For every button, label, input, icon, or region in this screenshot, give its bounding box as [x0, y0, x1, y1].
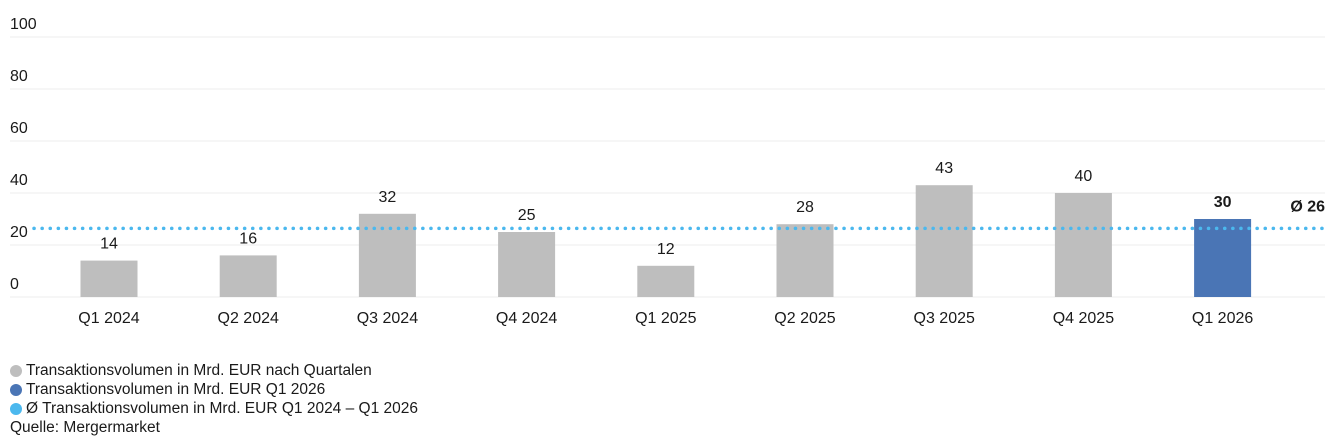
value-label: 25 [518, 207, 536, 224]
bar [776, 224, 834, 297]
legend-item-highlight: Transaktionsvolumen in Mrd. EUR Q1 2026 [10, 380, 418, 399]
value-label: 40 [1075, 168, 1093, 185]
legend-label-average: Ø Transaktionsvolumen in Mrd. EUR Q1 202… [26, 400, 419, 417]
value-label: 16 [239, 230, 257, 247]
x-tick-label: Q2 2025 [774, 310, 835, 327]
legend-swatch-gray [10, 364, 22, 377]
value-label: 12 [657, 241, 675, 258]
y-tick-label: 60 [10, 120, 28, 137]
value-label: 28 [796, 199, 814, 216]
x-tick-label: Q3 2024 [357, 310, 418, 327]
x-tick-label: Q1 2025 [635, 310, 696, 327]
bar-chart: 0 20 40 60 80 100 14 Q1 2024 16 Q2 2024 32 Q3 2024 2… [10, 16, 1327, 327]
y-tick-label: 100 [10, 16, 37, 33]
legend-label-quarterly: Transaktionsvolumen in Mrd. EUR nach Qua… [26, 362, 372, 379]
x-tick-label: Q2 2024 [218, 310, 279, 327]
bar [219, 255, 277, 297]
bar [915, 185, 973, 297]
y-tick-label: 80 [10, 68, 28, 85]
legend-item-quarterly: Transaktionsvolumen in Mrd. EUR nach Qua… [10, 361, 418, 380]
y-tick-label: 20 [10, 224, 28, 241]
bar [637, 265, 695, 297]
legend-swatch-blue [10, 383, 22, 396]
bar [358, 213, 416, 297]
x-tick-label: Q4 2024 [496, 310, 557, 327]
legend: Transaktionsvolumen in Mrd. EUR nach Qua… [10, 361, 418, 437]
average-label: Ø 26 [1290, 198, 1325, 215]
x-tick-label: Q4 2025 [1053, 310, 1114, 327]
bar [498, 232, 556, 297]
legend-item-average: Ø Transaktionsvolumen in Mrd. EUR Q1 202… [10, 399, 418, 418]
value-label: 32 [379, 189, 397, 206]
value-label: 14 [100, 236, 118, 253]
legend-label-highlight: Transaktionsvolumen in Mrd. EUR Q1 2026 [26, 381, 326, 398]
x-tick-label: Q3 2025 [914, 310, 975, 327]
value-label: 30 [1214, 194, 1232, 211]
source-note: Quelle: Mergermarket [10, 419, 160, 436]
legend-swatch-lightblue [10, 402, 22, 415]
y-tick-label: 40 [10, 172, 28, 189]
bar [1194, 219, 1252, 297]
bar [1054, 193, 1112, 297]
bar [80, 260, 138, 297]
value-label: 43 [935, 160, 953, 177]
x-tick-label: Q1 2026 [1192, 310, 1253, 327]
x-tick-label: Q1 2024 [78, 310, 139, 327]
y-tick-label: 0 [10, 276, 19, 293]
